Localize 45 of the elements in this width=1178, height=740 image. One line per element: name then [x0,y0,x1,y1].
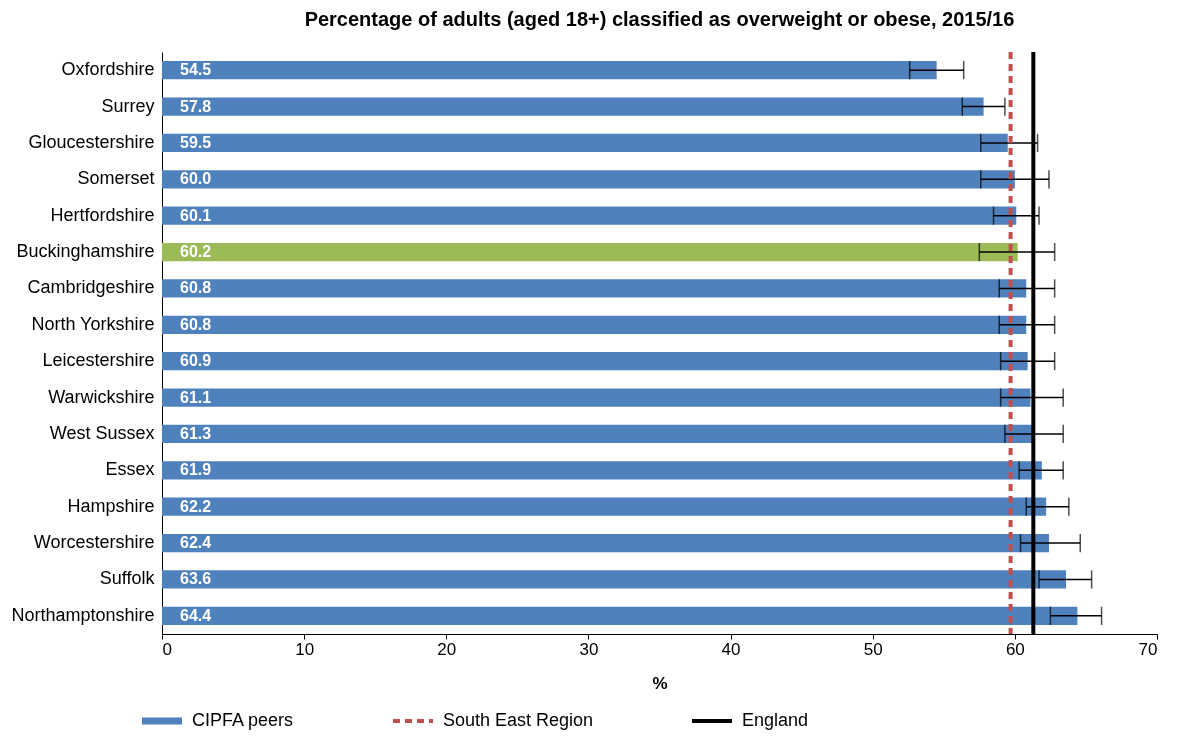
y-tick-label: Gloucestershire [28,131,155,152]
x-tick-label: 30 [579,639,599,659]
data-label: 59.5 [180,133,212,151]
legend-label: CIPFA peers [192,710,294,730]
data-label: 63.6 [180,570,212,588]
y-tick-label: Hertfordshire [50,204,155,225]
y-tick-label: Leicestershire [42,350,155,371]
y-tick-label: Worcestershire [33,532,155,553]
x-tick-label: 20 [437,639,457,659]
y-tick-label: Hampshire [67,495,155,516]
data-label: 64.4 [180,606,212,624]
y-tick-label: Suffolk [99,568,156,589]
chart-title: Percentage of adults (aged 18+) classified as overweight or obese, 2015/16 [304,8,1015,30]
data-label: 60.1 [180,206,212,224]
data-label: 57.8 [180,97,212,115]
y-tick-label: Buckinghamshire [16,241,155,262]
y-tick-label: Northamptonshire [11,604,155,625]
data-label: 60.8 [180,279,212,297]
x-tick-label: 0 [162,639,172,659]
x-tick-label: 40 [721,639,741,659]
y-tick-label: North Yorkshire [31,313,155,334]
x-tick-label: 10 [295,639,315,659]
data-label: 62.2 [180,497,212,515]
x-tick-label: 50 [863,639,883,659]
y-tick-label: Oxfordshire [61,59,155,80]
x-axis-title: % [652,673,668,693]
y-tick-label: West Sussex [49,422,155,443]
x-tick-label: 60 [1005,639,1025,659]
y-tick-label: Essex [105,459,155,480]
data-label: 61.3 [180,424,212,442]
data-label: 61.1 [180,388,212,406]
data-label: 60.9 [180,352,212,370]
y-tick-label: Cambridgeshire [27,277,155,298]
data-label: 54.5 [180,61,212,79]
data-label: 61.9 [180,461,212,479]
y-tick-label: Warwickshire [48,386,155,407]
data-label: 60.0 [180,170,212,188]
data-label: 60.8 [180,315,212,333]
data-label: 62.4 [180,534,212,552]
x-tick-label: 70 [1138,639,1158,659]
data-label: 60.2 [180,243,212,261]
legend-label: South East Region [443,710,594,730]
y-tick-label: Surrey [101,95,155,116]
y-tick-label: Somerset [77,168,155,189]
legend-label: England [742,710,809,730]
